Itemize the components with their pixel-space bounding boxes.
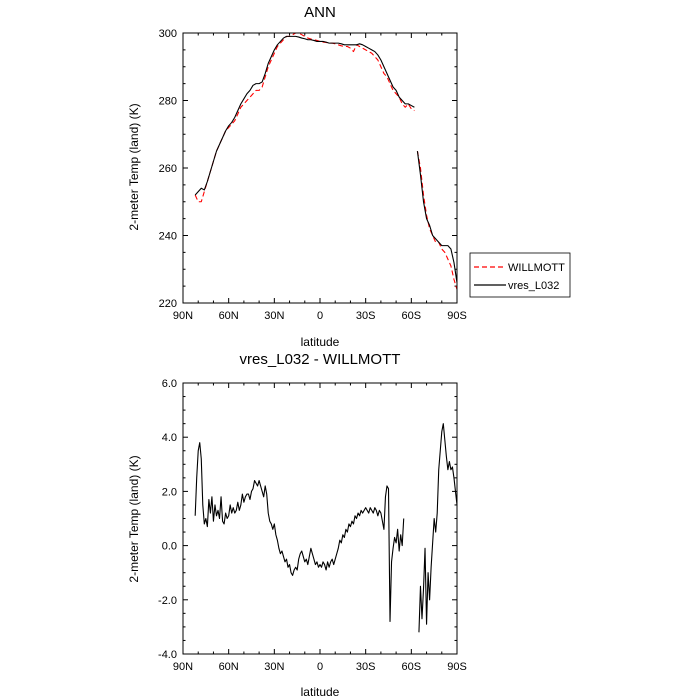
- series-group: [194, 32, 458, 290]
- legend-label-vres: vres_L032: [508, 280, 559, 292]
- y-tick-label: -4.0: [158, 649, 177, 661]
- x-tick-label: 90N: [173, 661, 193, 673]
- tick-group: 90N 60N 30N 0 30S 60S 90S 220 240 260 280 300: [159, 28, 467, 322]
- x-axis-label: latitude: [301, 335, 340, 349]
- x-tick-label: 90S: [447, 661, 467, 673]
- y-axis-label: 2-meter Temp (land) (K): [127, 103, 141, 230]
- plot-frame: [182, 382, 458, 655]
- y-tick-label: 220: [159, 298, 177, 310]
- series-group: [194, 423, 458, 633]
- y-tick-label: -2.0: [158, 595, 177, 607]
- x-tick-label: 60N: [219, 661, 239, 673]
- plot-frame: [182, 32, 458, 304]
- temperature-chart: ANN latitude 2-meter Temp (land) (K) 90N…: [127, 4, 571, 349]
- series-line-vres-l032: [416, 151, 458, 283]
- y-tick-label: 260: [159, 163, 177, 175]
- difference-chart: vres_L032 - WILLMOTT latitude 2-meter Te…: [127, 351, 467, 699]
- x-tick-label: 30N: [264, 661, 284, 673]
- x-tick-label: 60S: [402, 661, 422, 673]
- legend-box: [469, 252, 571, 298]
- series-line-willmott: [416, 151, 458, 290]
- chart-title: ANN: [304, 4, 336, 21]
- tick-group: 90N 60N 30N 0 30S 60S 90S -4.0 -2.0 0.0 2.0 4.0 6.0: [158, 378, 467, 673]
- series-line-willmott: [194, 32, 415, 203]
- x-tick-label: 90N: [173, 310, 193, 322]
- x-axis-label: latitude: [301, 685, 340, 699]
- x-tick-label: 0: [317, 310, 323, 322]
- y-tick-label: 280: [159, 96, 177, 108]
- x-tick-label: 30S: [356, 310, 376, 322]
- y-axis-label: 2-meter Temp (land) (K): [127, 455, 141, 582]
- series-line-vres-l032: [194, 35, 415, 196]
- x-tick-label: 0: [317, 661, 323, 673]
- y-tick-label: 6.0: [162, 378, 177, 390]
- x-tick-label: 60N: [219, 310, 239, 322]
- x-tick-label: 30N: [264, 310, 284, 322]
- y-tick-label: 0.0: [162, 541, 177, 553]
- y-tick-label: 240: [159, 231, 177, 243]
- x-tick-label: 30S: [356, 661, 376, 673]
- y-tick-label: 2.0: [162, 486, 177, 498]
- legend-label-willmott: WILLMOTT: [508, 262, 565, 274]
- x-tick-label: 90S: [447, 310, 467, 322]
- y-tick-label: 4.0: [162, 432, 177, 444]
- series-line-difference: [418, 423, 458, 633]
- y-tick-label: 300: [159, 28, 177, 40]
- legend: WILLMOTT vres_L032: [469, 252, 571, 298]
- chart-title: vres_L032 - WILLMOTT: [240, 351, 401, 368]
- series-line-difference: [194, 442, 405, 623]
- x-tick-label: 60S: [402, 310, 422, 322]
